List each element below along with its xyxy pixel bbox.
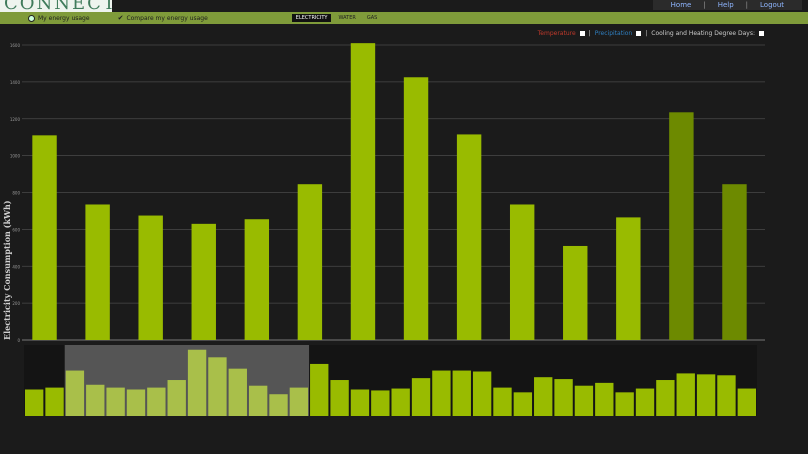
nav-separator: |: [745, 1, 749, 9]
nav-separator: |: [703, 1, 706, 9]
consumption-bar[interactable]: [403, 77, 429, 340]
consumption-bar[interactable]: [616, 217, 641, 340]
y-tick-label: 200: [12, 301, 20, 306]
radio-icon[interactable]: [28, 14, 35, 22]
navigator-bar: [676, 373, 695, 416]
y-tick-label: 0: [17, 338, 20, 343]
y-tick-label: 1000: [10, 154, 21, 159]
navigator-bar: [371, 390, 390, 416]
temperature-checkbox[interactable]: [579, 31, 585, 36]
navigator-bar: [717, 375, 736, 416]
navigator-bar: [269, 394, 288, 416]
navigator-bar: [391, 388, 410, 416]
checkmark-icon: ✔: [117, 14, 124, 22]
navigator-bar: [656, 380, 675, 416]
navigator-bar: [65, 370, 85, 416]
my-energy-usage-option[interactable]: My energy usage: [28, 14, 90, 22]
home-link[interactable]: Home: [670, 1, 692, 9]
degree-days-label: Cooling and Heating Degree Days:: [651, 30, 755, 37]
consumption-bar[interactable]: [350, 43, 376, 340]
navigator-bar: [696, 374, 716, 416]
navigator-bar: [126, 389, 146, 416]
consumption-bar[interactable]: [509, 204, 535, 340]
tab-gas[interactable]: GAS: [366, 15, 378, 21]
navigator-bar: [513, 392, 533, 416]
my-energy-usage-label: My energy usage: [38, 14, 90, 22]
consumption-bar[interactable]: [722, 184, 747, 340]
consumption-bar[interactable]: [563, 245, 588, 340]
compare-energy-usage-label: Compare my energy usage: [126, 14, 208, 22]
navigator-bar: [452, 370, 471, 416]
consumption-bar[interactable]: [456, 134, 482, 340]
navigator-bar: [147, 387, 166, 416]
navigator-bar: [493, 387, 512, 416]
logo[interactable]: CONNECT: [0, 0, 112, 12]
y-tick-label: 400: [12, 264, 20, 269]
consumption-bar[interactable]: [191, 223, 216, 340]
navigator-bar: [595, 382, 614, 416]
logout-link[interactable]: Logout: [760, 1, 784, 9]
legend-separator: |: [588, 30, 591, 37]
navigator-bar: [432, 370, 451, 416]
consumption-bar[interactable]: [669, 112, 694, 340]
precipitation-checkbox[interactable]: [636, 31, 642, 36]
tab-electricity[interactable]: ELECTRICITY: [291, 14, 332, 22]
navigator-bar: [208, 357, 227, 416]
navigator-bar: [45, 387, 64, 416]
temperature-label: Temperature: [537, 30, 576, 37]
navigator-bar: [228, 368, 247, 416]
navigator-bar: [472, 371, 492, 416]
compare-energy-usage-option[interactable]: ✔ Compare my energy usage: [118, 14, 208, 22]
y-tick-label: 1600: [10, 43, 21, 48]
tab-water[interactable]: WATER: [338, 15, 356, 21]
y-tick-label: 600: [12, 227, 20, 232]
navigator-bar: [554, 379, 573, 416]
consumption-bar[interactable]: [244, 219, 270, 340]
top-nav: Home | Help | Logout: [652, 0, 802, 10]
y-tick-label: 1200: [10, 117, 21, 122]
navigator-bar: [737, 388, 756, 416]
help-link[interactable]: Help: [717, 1, 734, 9]
utility-tabs: ELECTRICITY WATER GAS: [291, 14, 385, 22]
precipitation-label: Precipitation: [594, 30, 633, 37]
navigator-bar: [289, 387, 309, 416]
navigator-bar: [25, 389, 44, 416]
overlay-legend: Temperature | Precipitation | Cooling an…: [530, 30, 764, 37]
legend-separator: |: [645, 30, 648, 37]
navigator-bar: [187, 349, 207, 416]
navigator-bar: [635, 388, 655, 416]
navigator-bar: [167, 380, 186, 416]
toolbar: My energy usage ✔ Compare my energy usag…: [0, 12, 808, 24]
consumption-bar[interactable]: [85, 204, 110, 340]
degree-days-checkbox[interactable]: [759, 31, 764, 36]
navigator-bar: [310, 363, 329, 416]
navigator-bar: [574, 385, 594, 416]
navigator-bar: [350, 389, 370, 416]
navigator-bar: [534, 377, 553, 416]
navigator-bar: [330, 380, 349, 416]
consumption-bar[interactable]: [138, 215, 163, 340]
y-tick-label: 1400: [10, 80, 21, 85]
navigator-selection[interactable]: [64, 345, 310, 416]
consumption-bar[interactable]: [32, 135, 57, 340]
navigator-bar: [106, 387, 125, 416]
consumption-bar[interactable]: [297, 184, 323, 340]
y-tick-label: 800: [12, 191, 20, 196]
navigator-bar: [411, 378, 431, 416]
navigator-bar: [248, 385, 268, 416]
navigator-bar: [615, 392, 634, 416]
navigator-bar: [86, 384, 105, 416]
